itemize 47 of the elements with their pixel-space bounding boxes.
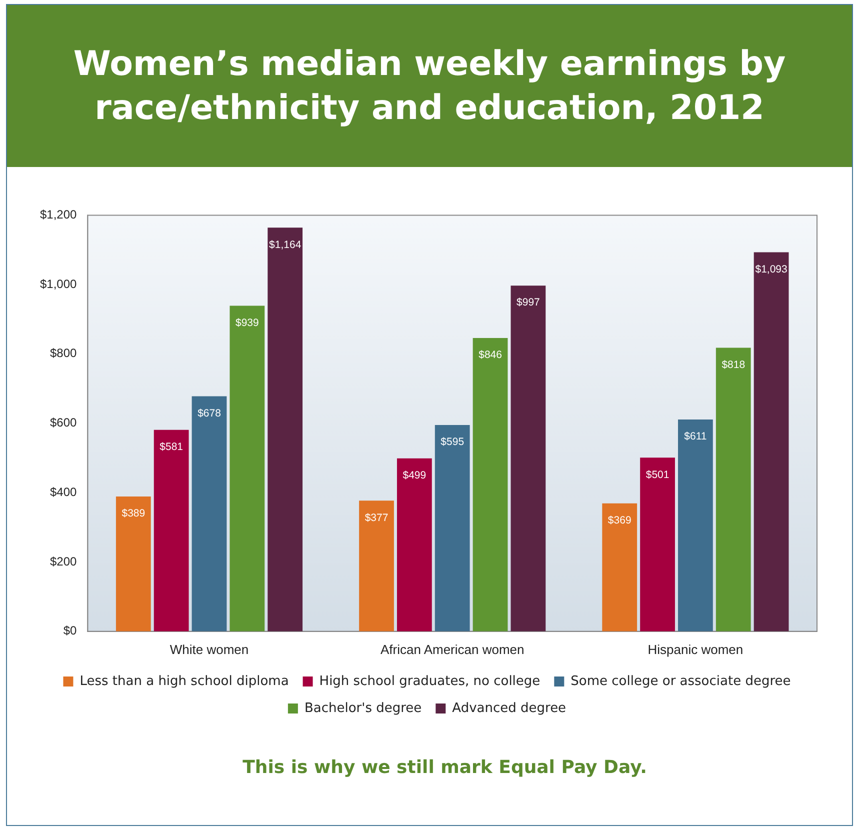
data-label: $1,093	[755, 263, 788, 276]
y-tick-label: $400	[50, 484, 78, 499]
data-label: $611	[684, 430, 707, 443]
legend-label: High school graduates, no college	[319, 674, 540, 689]
bar	[510, 286, 546, 632]
bar	[754, 252, 789, 632]
y-tick-label: $800	[50, 346, 78, 360]
bar	[716, 348, 751, 632]
chart-title: Women’s median weekly earnings by race/ethnicity and education, 2012	[7, 5, 852, 167]
data-label: $997	[516, 296, 540, 309]
data-label: $846	[478, 349, 502, 362]
data-label: $678	[198, 407, 222, 420]
bar	[268, 228, 303, 632]
y-tick-label: $200	[50, 554, 78, 568]
y-tick-label: $1,200	[40, 208, 78, 222]
data-label: $1,164	[269, 238, 302, 251]
data-label: $595	[440, 436, 464, 448]
bar	[192, 396, 227, 632]
legend-label: Bachelor's degree	[304, 700, 422, 716]
bar	[678, 419, 713, 632]
legend-label: Advanced degree	[452, 700, 566, 716]
y-tick-label: $1,000	[40, 276, 78, 291]
x-tick-label: Hispanic women	[648, 642, 744, 657]
data-label: $389	[122, 508, 146, 520]
y-tick-label: $600	[50, 416, 78, 430]
bar	[230, 306, 265, 632]
data-label: $499	[402, 469, 426, 482]
data-label: $581	[160, 441, 184, 454]
bar	[359, 500, 394, 632]
text: This is why we still mark Equal Pay Day.	[242, 757, 647, 778]
bar	[396, 458, 432, 632]
data-label: $377	[364, 512, 388, 524]
x-tick-label: White women	[170, 642, 249, 657]
data-label: $939	[235, 316, 260, 329]
data-label: $369	[608, 514, 632, 527]
bar	[602, 503, 638, 632]
y-tick-label: $0	[63, 624, 78, 638]
data-label: $818	[722, 358, 746, 371]
bar	[154, 430, 189, 632]
bar	[116, 496, 151, 632]
bar	[472, 338, 508, 632]
x-tick-label: African American women	[380, 642, 524, 657]
bar	[434, 425, 470, 632]
legend-label: Some college or associate degree	[570, 674, 791, 689]
data-label: $501	[646, 468, 670, 481]
bar	[640, 458, 675, 632]
legend-label: Less than a high school diploma	[80, 674, 289, 689]
